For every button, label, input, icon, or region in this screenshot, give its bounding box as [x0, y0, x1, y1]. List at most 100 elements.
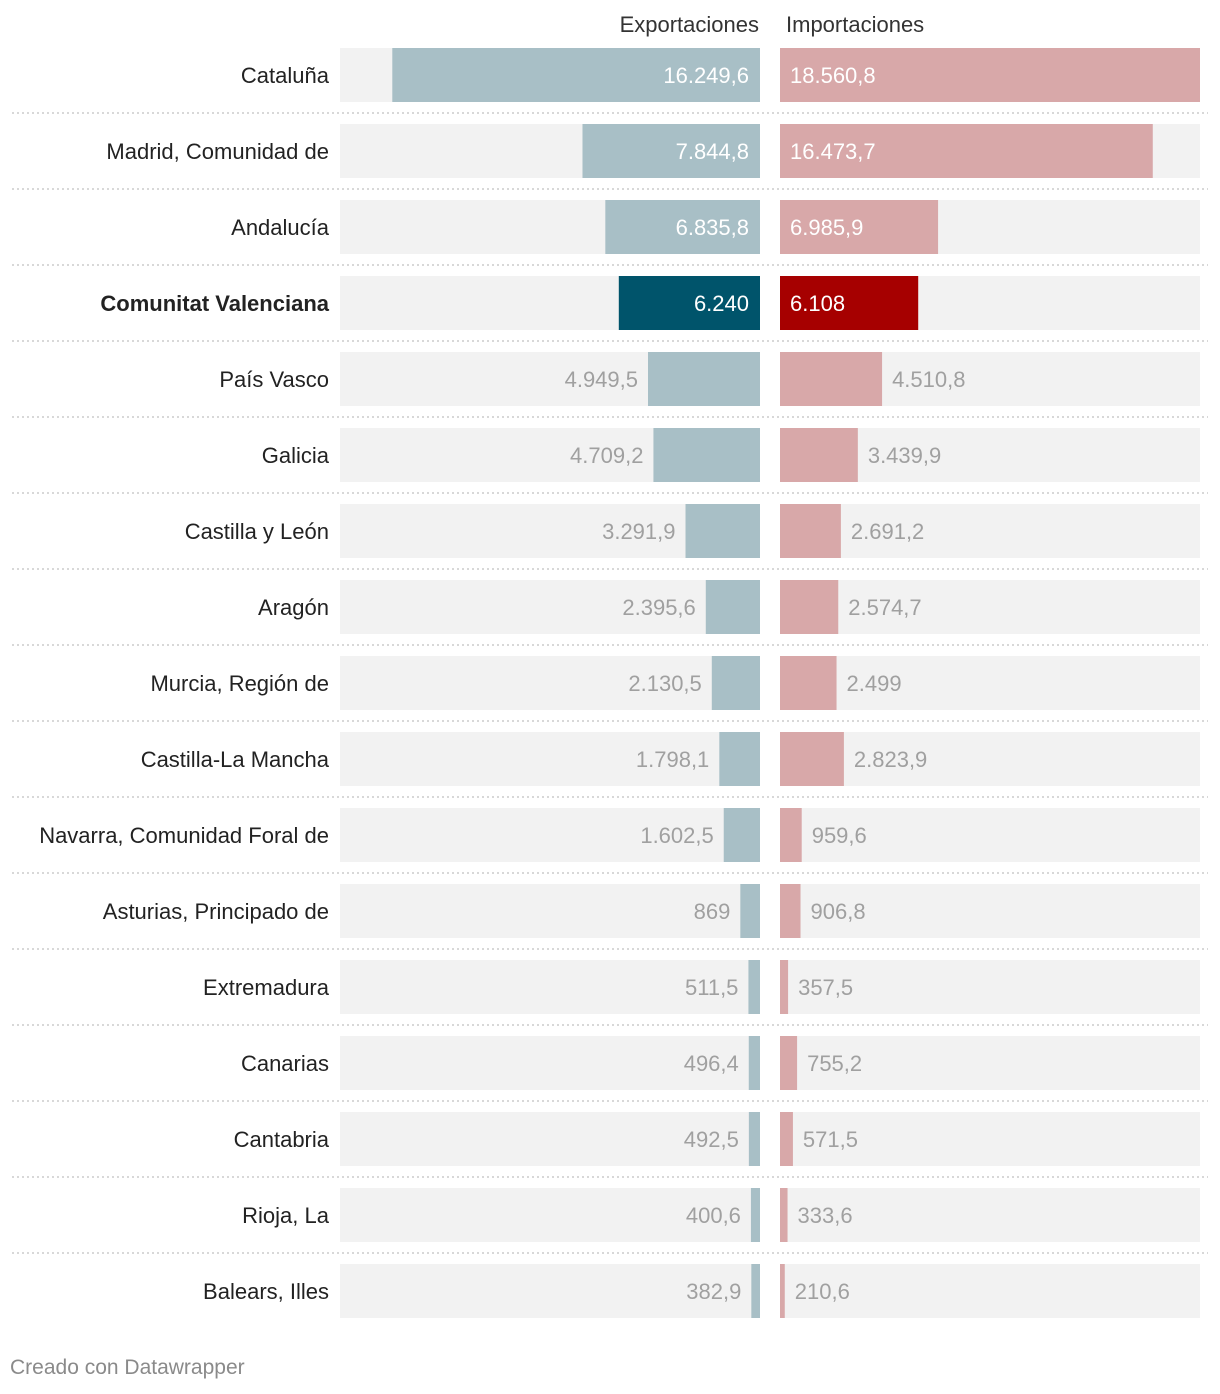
export-value-label: 7.844,8 [676, 139, 749, 164]
export-bar [392, 48, 760, 102]
import-bar [780, 504, 841, 558]
import-track [780, 884, 1200, 938]
import-value-label: 6.108 [790, 291, 845, 316]
import-value-label: 357,5 [798, 975, 853, 1000]
chart-row: Murcia, Región de 2.130,5 2.499 [12, 656, 1208, 722]
chart-row: Cantabria 492,5 571,5 [12, 1112, 1208, 1178]
import-bar [780, 200, 939, 254]
import-value-label: 6.985,9 [790, 215, 863, 240]
import-track [780, 1112, 1200, 1166]
footer-credit: Creado con Datawrapper [10, 1356, 245, 1379]
export-bar [751, 1264, 760, 1318]
region-label: Aragón [258, 595, 329, 620]
region-label: Extremadura [203, 975, 330, 1000]
export-bar [719, 732, 760, 786]
import-bar [780, 808, 802, 862]
import-bar [780, 1036, 798, 1090]
export-value-label: 2.395,6 [622, 595, 695, 620]
import-value-label: 959,6 [812, 823, 867, 848]
import-bar [780, 428, 858, 482]
export-value-label: 6.835,8 [676, 215, 749, 240]
chart-row: Galicia 4.709,2 3.439,9 [12, 428, 1208, 494]
export-track [340, 656, 760, 710]
import-bar [780, 1112, 793, 1166]
import-track [780, 1188, 1200, 1242]
region-label: Galicia [262, 443, 330, 468]
region-label: Castilla y León [185, 519, 329, 544]
import-value-label: 2.499 [847, 671, 902, 696]
import-track [780, 1264, 1200, 1318]
export-bar [740, 884, 760, 938]
export-value-label: 869 [694, 899, 731, 924]
chart-row: Castilla y León 3.291,9 2.691,2 [12, 504, 1208, 570]
export-bar [618, 276, 760, 330]
import-value-label: 2.574,7 [848, 595, 921, 620]
export-value-label: 1.798,1 [636, 747, 709, 772]
export-value-label: 382,9 [686, 1279, 741, 1304]
region-label: País Vasco [219, 367, 329, 392]
import-bar [780, 580, 839, 634]
export-value-label: 2.130,5 [628, 671, 701, 696]
chart-row: Asturias, Principado de 869 906,8 [12, 884, 1208, 950]
import-bar [780, 732, 844, 786]
export-track [340, 1036, 760, 1090]
export-track [340, 808, 760, 862]
import-bar [780, 352, 883, 406]
import-track [780, 1036, 1200, 1090]
import-track [780, 732, 1200, 786]
region-label: Cataluña [241, 63, 330, 88]
export-track [340, 580, 760, 634]
export-value-label: 492,5 [684, 1127, 739, 1152]
import-bar [780, 1264, 785, 1318]
import-value-label: 755,2 [807, 1051, 862, 1076]
chart-row: Madrid, Comunidad de 7.844,8 16.473,7 [12, 124, 1208, 190]
export-value-label: 400,6 [686, 1203, 741, 1228]
chart-row: Rioja, La 400,6 333,6 [12, 1188, 1208, 1254]
export-bar [582, 124, 760, 178]
split-bar-chart: Exportaciones Importaciones Cataluña 16.2… [12, 12, 1208, 1318]
export-bar [685, 504, 760, 558]
region-label: Navarra, Comunidad Foral de [39, 823, 329, 848]
import-bar [780, 124, 1153, 178]
export-track [340, 960, 760, 1014]
import-track [780, 580, 1200, 634]
region-label: Castilla-La Mancha [141, 747, 330, 772]
export-bar [648, 352, 760, 406]
import-track [780, 808, 1200, 862]
import-track [780, 960, 1200, 1014]
chart-row: Extremadura 511,5 357,5 [12, 960, 1208, 1026]
region-label: Canarias [241, 1051, 329, 1076]
export-bar [705, 580, 760, 634]
import-value-label: 4.510,8 [892, 367, 965, 392]
export-track [340, 884, 760, 938]
import-track [780, 656, 1200, 710]
export-bar [748, 1112, 760, 1166]
region-label: Rioja, La [242, 1203, 330, 1228]
chart-row: Cataluña 16.249,6 18.560,8 [12, 48, 1208, 114]
export-value-label: 1.602,5 [640, 823, 713, 848]
chart-row: Aragón 2.395,6 2.574,7 [12, 580, 1208, 646]
import-bar [780, 960, 789, 1014]
export-bar [653, 428, 760, 482]
import-value-label: 18.560,8 [790, 63, 876, 88]
import-bar [780, 884, 801, 938]
import-track [780, 504, 1200, 558]
chart-row: Andalucía 6.835,8 6.985,9 [12, 200, 1208, 266]
export-bar [711, 656, 760, 710]
chart-row: Balears, Illes 382,9 210,6 [203, 1264, 1200, 1318]
export-bar [748, 960, 760, 1014]
chart-row: Castilla-La Mancha 1.798,1 2.823,9 [12, 732, 1208, 798]
region-label: Comunitat Valenciana [100, 291, 329, 316]
import-value-label: 3.439,9 [868, 443, 941, 468]
export-bar [723, 808, 760, 862]
chart-row: Navarra, Comunidad Foral de 1.602,5 959,6 [12, 808, 1208, 874]
import-value-label: 2.823,9 [854, 747, 927, 772]
export-bar [750, 1188, 760, 1242]
export-value-label: 16.249,6 [663, 63, 749, 88]
import-bar [780, 1188, 788, 1242]
import-value-label: 571,5 [803, 1127, 858, 1152]
import-value-label: 2.691,2 [851, 519, 924, 544]
export-value-label: 496,4 [684, 1051, 739, 1076]
import-value-label: 906,8 [811, 899, 866, 924]
region-label: Cantabria [234, 1127, 330, 1152]
